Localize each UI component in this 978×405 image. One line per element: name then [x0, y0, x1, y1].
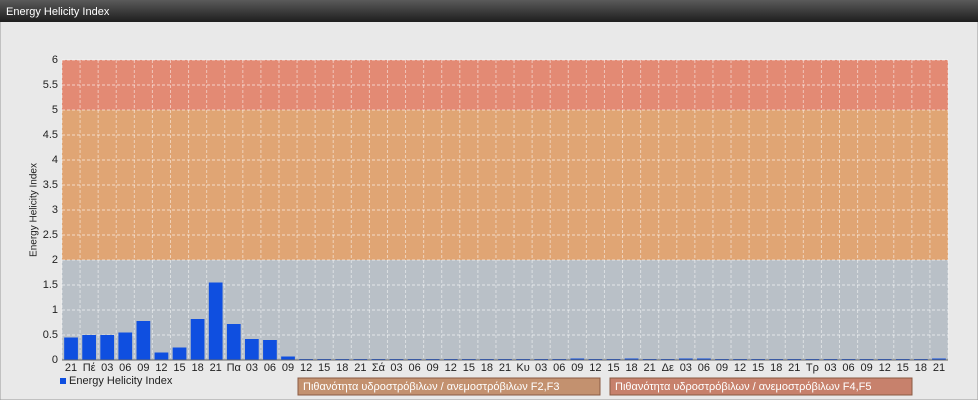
y-tick-label: 2.5: [43, 229, 58, 241]
x-tick-label: 03: [390, 362, 402, 374]
x-tick-label: 03: [535, 362, 547, 374]
bar: [932, 358, 946, 360]
x-tick-label: Πα: [227, 362, 242, 374]
x-tick-label: 15: [173, 362, 185, 374]
bar: [678, 358, 693, 360]
bar: [697, 358, 711, 360]
x-tick-label: 18: [625, 362, 637, 374]
x-tick-label: 12: [155, 362, 167, 374]
x-tick-label: Κυ: [516, 362, 529, 374]
x-tick-label: 15: [752, 362, 764, 374]
x-tick-label: 18: [915, 362, 927, 374]
x-tick-label: 18: [191, 362, 203, 374]
band-legend-box: [297, 377, 601, 396]
x-tick-label: 09: [861, 362, 873, 374]
y-axis-label: Energy Helicity Index: [29, 163, 40, 257]
x-tick-label: 15: [607, 362, 619, 374]
bar: [208, 282, 223, 360]
x-tick-label: 09: [571, 362, 583, 374]
x-tick-label: 03: [680, 362, 692, 374]
band-legend-box: [609, 377, 913, 396]
bar: [100, 335, 115, 360]
bar: [82, 335, 96, 360]
x-tick-label: 21: [933, 362, 945, 374]
bar: [624, 358, 639, 360]
x-tick-label: 15: [897, 362, 909, 374]
x-tick-label: Πέ: [83, 362, 96, 374]
x-tick-label: 21: [354, 362, 366, 374]
bar: [226, 324, 241, 360]
legend-symbol: [60, 378, 66, 384]
header: [0, 0, 978, 22]
x-tick-label: 21: [210, 362, 222, 374]
x-tick-label: 09: [282, 362, 294, 374]
x-tick-label: 09: [137, 362, 149, 374]
bar: [64, 337, 78, 360]
x-tick-label: 06: [264, 362, 276, 374]
y-tick-label: 0: [52, 354, 58, 366]
x-tick-label: 09: [716, 362, 728, 374]
x-tick-label: 21: [788, 362, 800, 374]
bar: [281, 356, 295, 360]
legend-label: Energy Helicity Index: [69, 375, 173, 387]
x-tick-label: 12: [589, 362, 601, 374]
bar: [172, 347, 187, 360]
band-legend-label: Πιθανότητα υδροστρόβιλων / ανεμοστρόβιλω…: [303, 381, 560, 393]
y-tick-label: 4: [52, 154, 58, 166]
x-tick-label: 21: [644, 362, 656, 374]
bar: [570, 358, 585, 360]
x-tick-label: 12: [300, 362, 312, 374]
bar: [190, 319, 205, 360]
x-tick-label: 06: [842, 362, 854, 374]
y-tick-label: 4.5: [43, 129, 58, 141]
y-tick-label: 1: [52, 304, 58, 316]
x-tick-label: 18: [336, 362, 348, 374]
y-tick-label: 1.5: [43, 279, 58, 291]
band-legend-label: Πιθανότητα υδροστρόβιλων / ανεμοστρόβιλω…: [615, 381, 872, 393]
x-tick-label: Δε: [662, 362, 674, 374]
x-tick-label: 12: [734, 362, 746, 374]
x-tick-label: 15: [318, 362, 330, 374]
x-tick-label: 12: [445, 362, 457, 374]
y-tick-label: 2: [52, 254, 58, 266]
bar: [244, 339, 259, 360]
bar: [154, 352, 169, 360]
y-tick-label: 5.5: [43, 79, 58, 91]
y-tick-label: 3: [52, 204, 58, 216]
x-tick-label: 06: [553, 362, 565, 374]
bar: [118, 332, 133, 360]
y-tick-label: 5: [52, 104, 58, 116]
x-tick-label: 06: [408, 362, 420, 374]
x-tick-label: 12: [879, 362, 891, 374]
x-tick-label: 18: [481, 362, 493, 374]
y-tick-label: 6: [52, 54, 58, 66]
x-tick-label: 18: [770, 362, 782, 374]
x-tick-label: 09: [427, 362, 439, 374]
x-tick-label: 03: [101, 362, 113, 374]
x-tick-label: 06: [119, 362, 131, 374]
x-tick-label: 21: [499, 362, 511, 374]
x-tick-label: 15: [463, 362, 475, 374]
x-tick-label: 03: [246, 362, 258, 374]
x-tick-label: Σά: [372, 362, 386, 374]
x-tick-label: Τρ: [806, 362, 819, 374]
y-tick-label: 3.5: [43, 179, 58, 191]
x-tick-label: 21: [65, 362, 77, 374]
bar: [263, 340, 277, 360]
x-tick-label: 03: [824, 362, 836, 374]
bar: [136, 321, 151, 360]
y-tick-label: 0.5: [43, 329, 58, 341]
chart-title: Energy Helicity Index: [6, 6, 110, 18]
x-tick-label: 06: [698, 362, 710, 374]
